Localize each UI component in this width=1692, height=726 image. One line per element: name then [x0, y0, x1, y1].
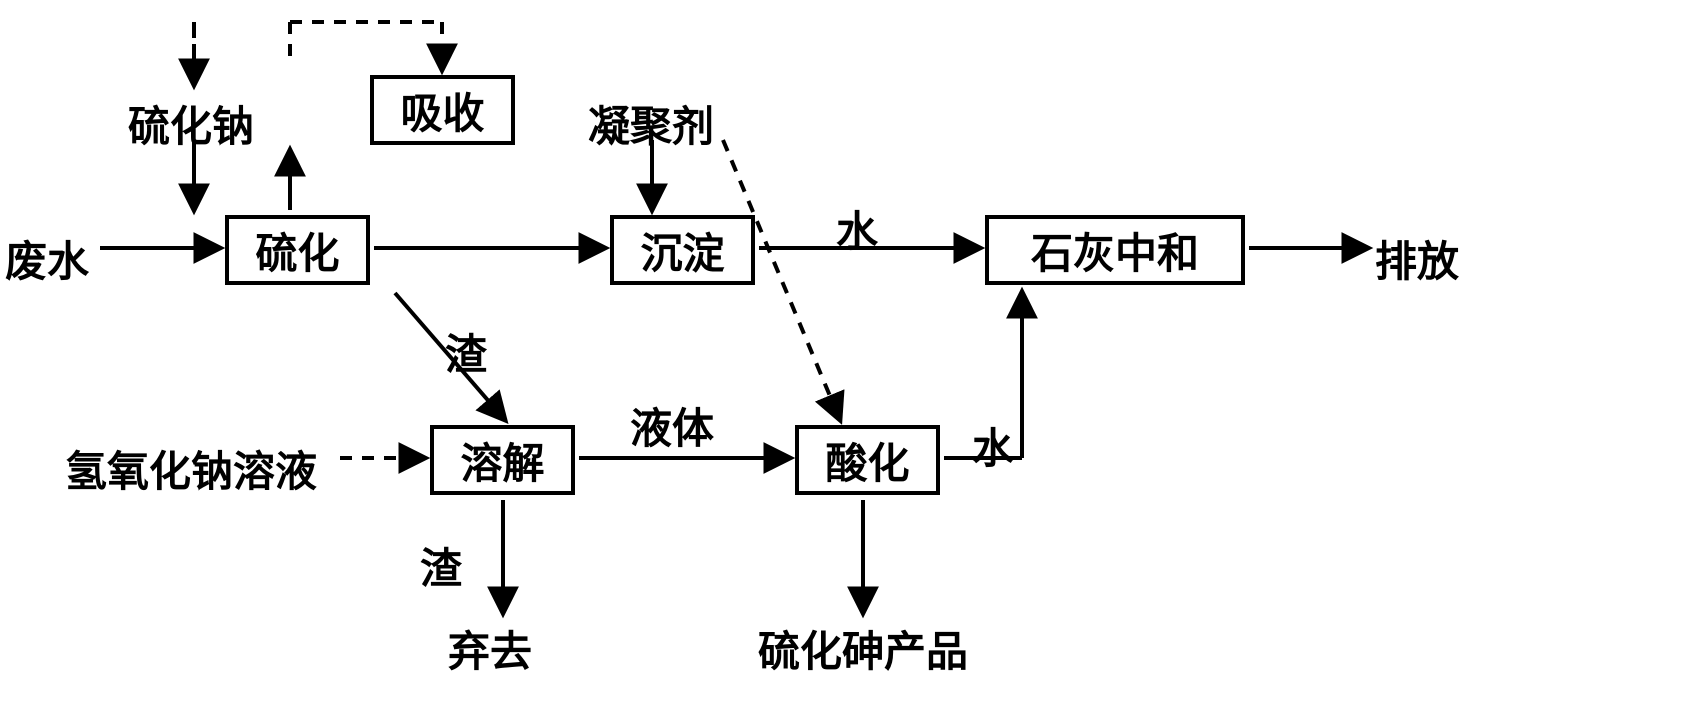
node-sulfide-label: 硫化: [255, 220, 339, 281]
node-lime-label: 石灰中和: [1031, 220, 1199, 281]
label-slag1: 渣: [445, 321, 487, 382]
node-dissolve: 溶解: [430, 425, 575, 495]
label-wastewater: 废水: [5, 228, 89, 289]
node-absorb: 吸收: [370, 75, 515, 145]
node-acidify-label: 酸化: [825, 430, 909, 491]
label-water1: 水: [836, 198, 878, 259]
label-liquid: 液体: [630, 395, 714, 456]
node-acidify: 酸化: [795, 425, 940, 495]
node-lime: 石灰中和: [985, 215, 1245, 285]
node-absorb-label: 吸收: [400, 80, 484, 141]
label-coagulant: 凝聚剂: [588, 93, 714, 154]
label-discard: 弃去: [448, 618, 532, 679]
node-precip-label: 沉淀: [640, 220, 724, 281]
label-na2s: 硫化钠: [128, 93, 254, 154]
node-sulfide: 硫化: [225, 215, 370, 285]
label-water2: 水: [972, 415, 1014, 476]
label-product: 硫化砷产品: [758, 618, 968, 679]
node-precip: 沉淀: [610, 215, 755, 285]
label-discharge: 排放: [1375, 228, 1459, 289]
label-naoh: 氢氧化钠溶液: [65, 438, 317, 499]
node-dissolve-label: 溶解: [460, 430, 544, 491]
label-slag2: 渣: [420, 535, 462, 596]
flowchart-stage: 吸收 硫化 沉淀 石灰中和 溶解 酸化 硫化钠 凝聚剂 废水 水 排放 渣 液体…: [0, 0, 1692, 726]
